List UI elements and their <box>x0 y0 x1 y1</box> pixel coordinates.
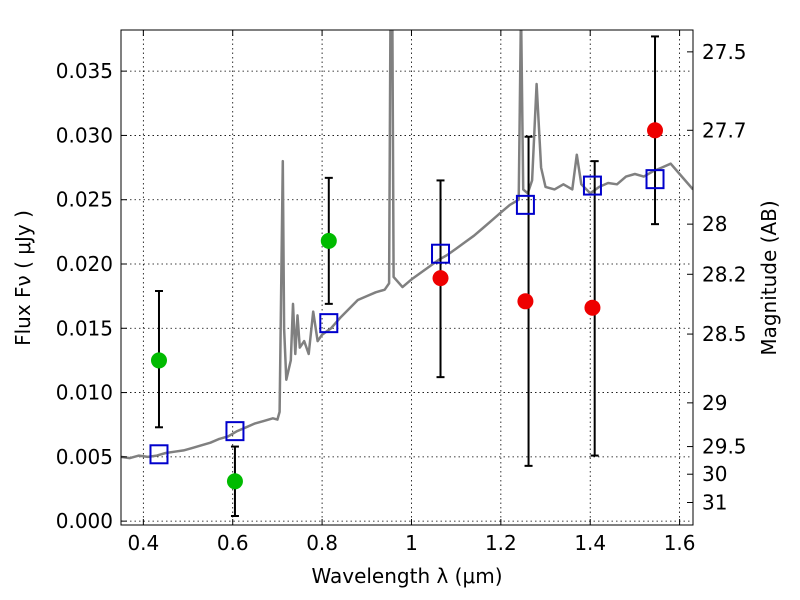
y2-axis-title: Magnitude (AB) <box>757 200 781 355</box>
y-tick-label: 0.000 <box>56 509 113 533</box>
y-tick-label: 0.025 <box>56 188 113 212</box>
y2-tick-label: 30 <box>702 462 727 486</box>
spectrum-line <box>121 30 693 460</box>
y2-tick-label: 27.5 <box>702 40 747 64</box>
x-tick-label: 1.2 <box>485 531 517 555</box>
y2-tick-label: 28.2 <box>702 262 747 286</box>
y-tick-label: 0.035 <box>56 59 113 83</box>
y-axis-title: Flux Fν ( μJy ) <box>11 210 35 346</box>
y2-tick-label: 29 <box>702 391 727 415</box>
x-tick-label: 1.4 <box>574 531 606 555</box>
axis-ticks: 0.4 0.6 0.8 1 1.2 1.4 1.6 0.000 0.005 0.010 0.015 0… <box>56 30 747 555</box>
y-tick-label: 0.015 <box>56 316 113 340</box>
x-tick-label: 0.4 <box>127 531 159 555</box>
gridlines <box>121 30 693 525</box>
green-data-point <box>226 473 243 490</box>
y2-tick-label: 31 <box>702 491 727 515</box>
model-square-point <box>645 169 665 190</box>
model-square-point <box>319 313 339 334</box>
y-tick-label: 0.030 <box>56 123 113 147</box>
y-tick-label: 0.005 <box>56 445 113 469</box>
model-square-point <box>149 444 169 465</box>
model-square-point <box>431 243 451 264</box>
y2-tick-label: 28 <box>702 212 727 236</box>
y2-tick-label: 28.5 <box>702 322 747 346</box>
y2-tick-label: 27.7 <box>702 118 747 142</box>
plot-frame <box>120 29 694 526</box>
red-data-point <box>647 122 664 139</box>
error-bars <box>154 35 660 517</box>
x-tick-label: 1 <box>405 531 418 555</box>
green-data-point <box>320 232 337 249</box>
y-tick-label: 0.010 <box>56 381 113 405</box>
red-data-point <box>517 293 534 310</box>
x-axis-title: Wavelength λ (μm) <box>311 564 502 588</box>
x-tick-label: 0.8 <box>306 531 338 555</box>
green-data-point <box>150 352 167 369</box>
model-square-point <box>225 421 245 442</box>
model-square-point <box>582 175 602 196</box>
x-tick-label: 1.6 <box>664 531 696 555</box>
model-square-point <box>515 194 535 215</box>
red-data-point <box>432 270 449 287</box>
photometry-markers <box>149 122 665 490</box>
red-data-point <box>584 299 601 316</box>
x-tick-label: 0.6 <box>217 531 249 555</box>
y-tick-label: 0.020 <box>56 252 113 276</box>
spectrum-series <box>121 30 693 460</box>
y2-tick-label: 29.5 <box>702 435 747 459</box>
